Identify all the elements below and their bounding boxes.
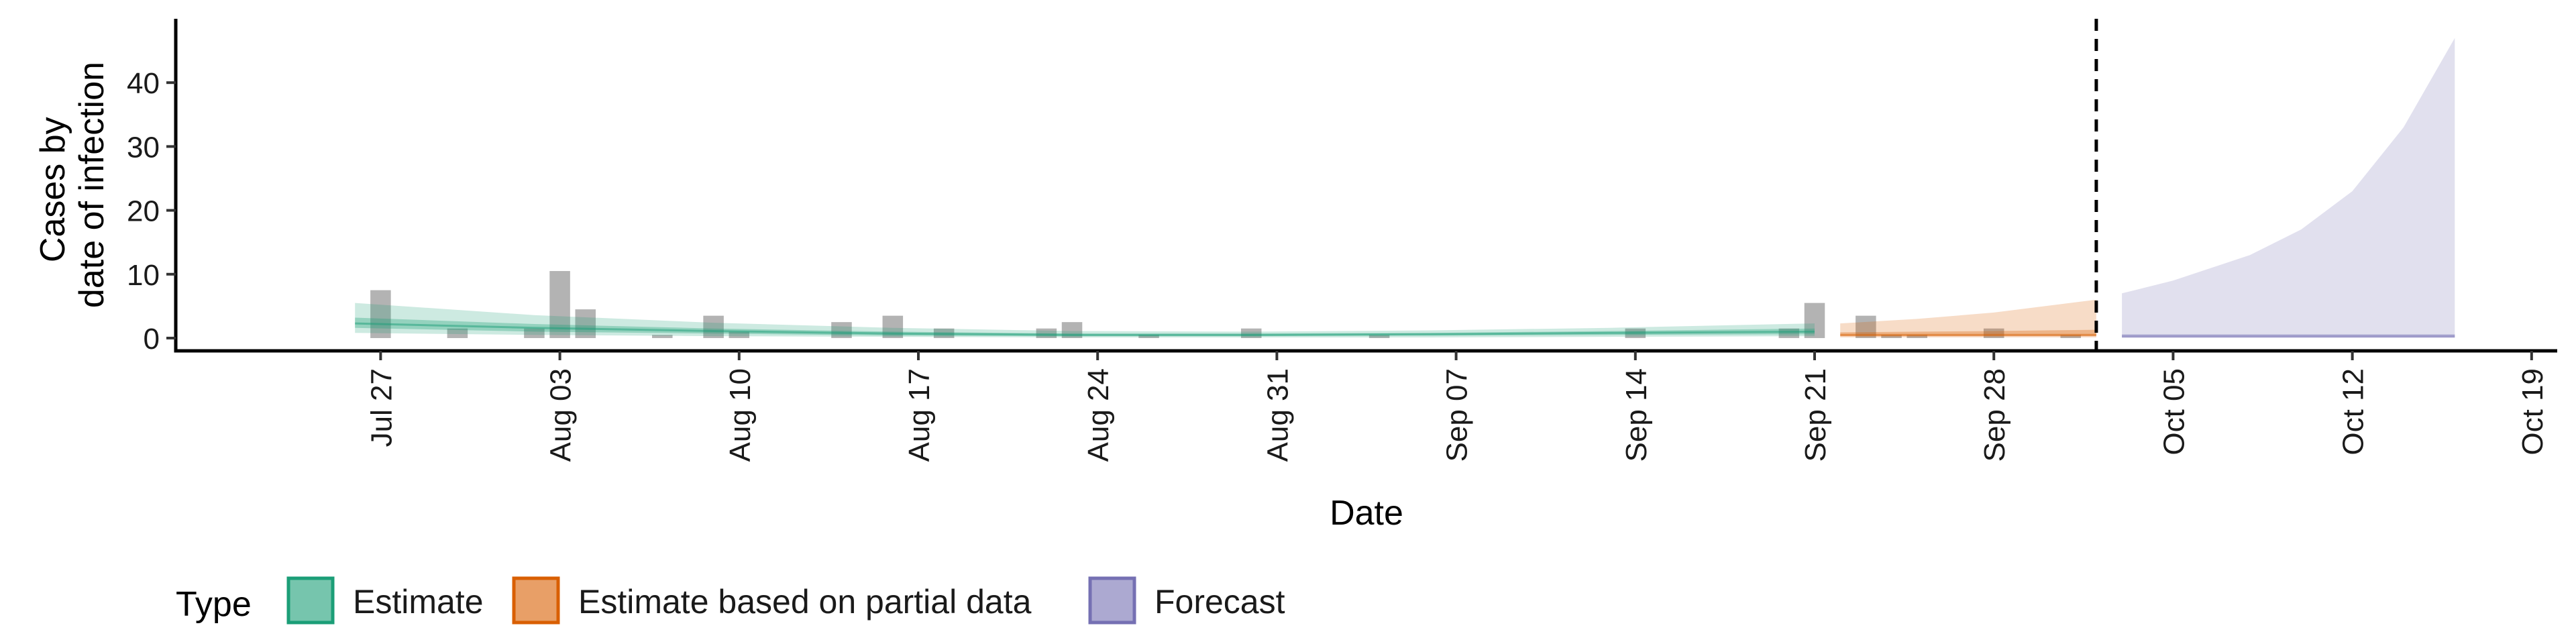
case-bar bbox=[370, 290, 391, 338]
case-bar bbox=[703, 315, 724, 338]
estimate-ribbons bbox=[355, 38, 2455, 338]
case-bar bbox=[729, 331, 750, 338]
x-tick-label: Aug 24 bbox=[1082, 368, 1115, 462]
x-axis-title: Date bbox=[1330, 494, 1403, 533]
axes: 0 10 20 30 40 Jul 27 Aug 03 Aug 10 Aug 17 Aug 24… bbox=[34, 19, 2557, 533]
plot-area bbox=[355, 19, 2455, 351]
case-bar bbox=[2060, 335, 2081, 338]
x-tick-label: Sep 07 bbox=[1441, 368, 1474, 462]
forecast-outer-band bbox=[2122, 38, 2455, 338]
x-axis-ticks: Jul 27 Aug 03 Aug 10 Aug 17 Aug 24 Aug 31 Sep … bbox=[365, 351, 2549, 462]
x-tick-label: Sep 14 bbox=[1620, 368, 1653, 462]
legend: Type Estimate Estimate based on partial d… bbox=[176, 576, 1285, 625]
x-tick-label: Oct 12 bbox=[2337, 368, 2370, 455]
x-tick-label: Sep 28 bbox=[1978, 368, 2011, 462]
case-bar bbox=[524, 328, 545, 338]
legend-label: Estimate based on partial data bbox=[578, 583, 1032, 621]
x-tick-label: Oct 05 bbox=[2157, 368, 2190, 455]
case-bar bbox=[831, 322, 852, 338]
x-tick-label: Sep 21 bbox=[1799, 368, 1832, 462]
y-tick-label: 20 bbox=[127, 195, 160, 228]
legend-swatch bbox=[512, 576, 560, 625]
case-bar bbox=[1907, 335, 1927, 338]
y-tick-label: 10 bbox=[127, 259, 160, 292]
legend-items: Estimate Estimate based on partial data Fo… bbox=[286, 576, 1285, 625]
x-tick-label: Aug 10 bbox=[724, 368, 757, 462]
y-axis-title-line-1: Cases by bbox=[34, 117, 72, 262]
x-tick-label: Jul 27 bbox=[365, 368, 398, 447]
legend-label: Forecast bbox=[1155, 583, 1285, 621]
reported-cases-bars bbox=[370, 271, 2081, 338]
case-bar bbox=[447, 328, 468, 338]
x-tick-label: Oct 19 bbox=[2516, 368, 2549, 455]
legend-label: Estimate bbox=[353, 583, 484, 621]
case-bar bbox=[1881, 335, 1902, 338]
x-tick-label: Aug 31 bbox=[1261, 368, 1294, 462]
case-bar bbox=[1368, 335, 1390, 338]
estimate-based-on-partial-data-outer-band bbox=[1840, 299, 2096, 337]
y-axis-title: Cases by date of infection bbox=[34, 62, 111, 308]
case-bar bbox=[575, 309, 596, 338]
y-tick-label: 40 bbox=[127, 67, 160, 100]
legend-swatch bbox=[286, 576, 335, 625]
case-bar bbox=[652, 335, 673, 338]
case-bar bbox=[1138, 335, 1159, 338]
estimate-median-line bbox=[355, 322, 1815, 336]
y-tick-label: 0 bbox=[144, 323, 160, 356]
x-tick-label: Aug 17 bbox=[903, 368, 936, 462]
legend-title: Type bbox=[176, 585, 252, 624]
x-tick-label: Aug 03 bbox=[545, 368, 578, 462]
case-bar bbox=[549, 271, 570, 338]
y-axis-title-line-2: date of infection bbox=[72, 62, 111, 308]
y-axis-ticks: 0 10 20 30 40 bbox=[127, 67, 176, 356]
legend-swatch bbox=[1088, 576, 1136, 625]
y-tick-label: 30 bbox=[127, 131, 160, 164]
estimate-outer-band bbox=[355, 303, 1815, 337]
